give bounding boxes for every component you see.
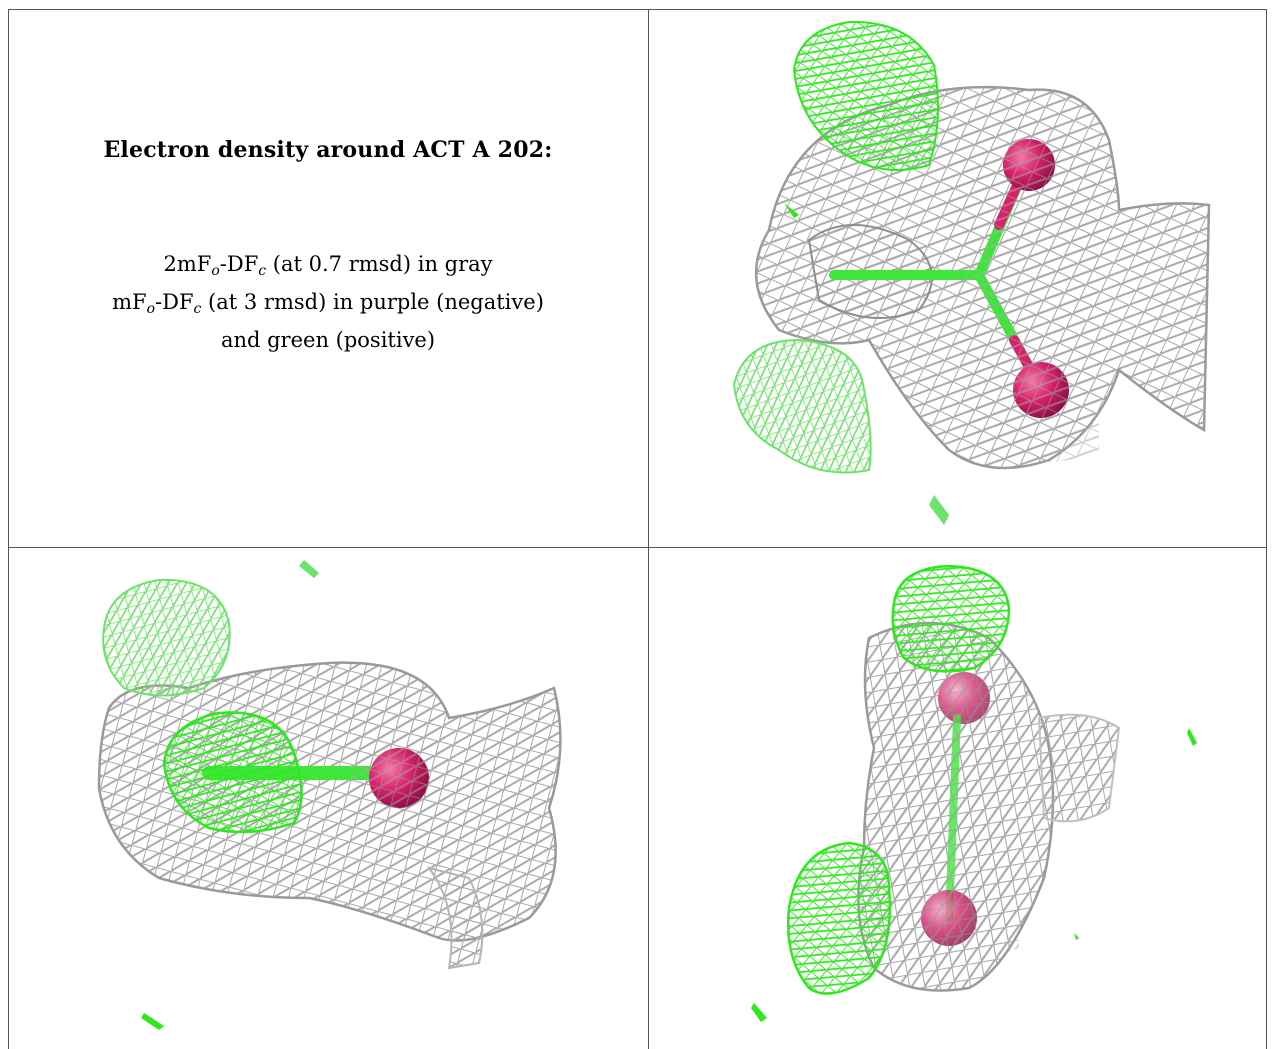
caption-line-3: and green (positive) bbox=[220, 328, 436, 352]
density-view-2 bbox=[9, 548, 648, 1049]
figure-table: Electron density around ACT A 202: 2mFo-… bbox=[8, 9, 1267, 1049]
border-left bbox=[8, 9, 9, 1049]
density-view-1 bbox=[649, 10, 1266, 547]
caption-description: 2mFo-DFc (at 0.7 rmsd) in gray mFo-DFc (… bbox=[8, 249, 648, 356]
border-right bbox=[1266, 9, 1267, 1049]
green-mesh-top bbox=[792, 20, 939, 171]
density-render-3 bbox=[751, 564, 1197, 1022]
density-render-2 bbox=[97, 560, 562, 1030]
caption-line-2: mFo-DFc (at 3 rmsd) in purple (negative) bbox=[112, 290, 544, 317]
caption-cell: Electron density around ACT A 202: 2mFo-… bbox=[8, 9, 648, 547]
green-mesh-top bbox=[891, 564, 1011, 673]
divider-horizontal bbox=[8, 547, 1267, 548]
green-mesh-top bbox=[102, 578, 231, 697]
density-render-1 bbox=[732, 20, 1211, 525]
green-mesh-front bbox=[162, 711, 303, 834]
divider-vertical bbox=[648, 9, 649, 1049]
green-mesh-left bbox=[732, 338, 872, 474]
gray-mesh bbox=[97, 661, 562, 942]
border-top bbox=[8, 9, 1267, 10]
density-view-3 bbox=[649, 548, 1266, 1049]
caption-line-1: 2mFo-DFc (at 0.7 rmsd) in gray bbox=[163, 252, 493, 279]
green-mesh-left bbox=[786, 841, 892, 995]
caption-title: Electron density around ACT A 202: bbox=[103, 137, 553, 163]
